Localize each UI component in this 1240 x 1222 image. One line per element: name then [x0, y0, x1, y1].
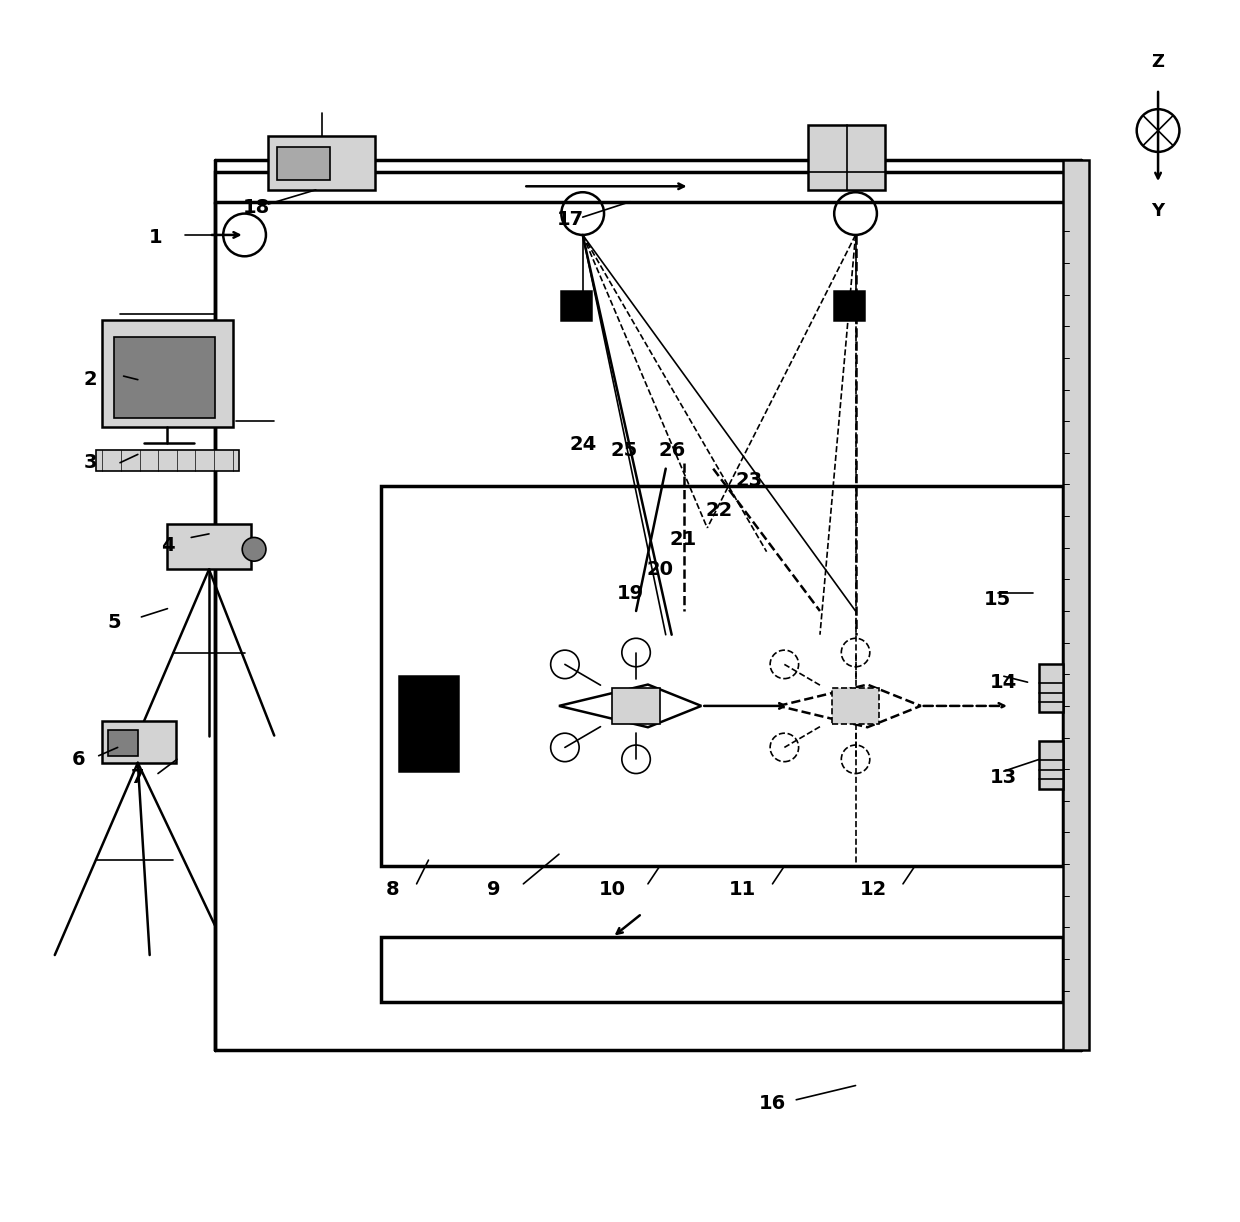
Text: 3: 3 [83, 453, 97, 472]
Text: 26: 26 [658, 441, 686, 461]
Bar [114, 337, 215, 418]
Text: 11: 11 [729, 880, 756, 899]
Bar [1039, 665, 1063, 712]
Bar [277, 147, 330, 181]
Text: 19: 19 [616, 584, 644, 602]
Text: 20: 20 [646, 560, 673, 579]
Text: 7: 7 [131, 767, 145, 787]
Text: 17: 17 [557, 210, 584, 229]
Polygon shape [779, 684, 921, 727]
Text: 10: 10 [599, 880, 626, 899]
Text: 18: 18 [243, 198, 270, 218]
Text: 22: 22 [706, 501, 733, 519]
Bar [108, 730, 138, 755]
Text: 2: 2 [83, 370, 97, 389]
Text: 15: 15 [985, 590, 1012, 609]
Bar [562, 291, 591, 320]
Bar [1063, 160, 1089, 1050]
Bar [1039, 742, 1063, 789]
Text: 12: 12 [859, 880, 887, 899]
Bar [399, 676, 458, 771]
Bar [613, 688, 660, 723]
Text: 4: 4 [161, 536, 175, 555]
Text: Y: Y [1152, 202, 1164, 220]
Text: 23: 23 [735, 470, 763, 490]
Bar [835, 291, 864, 320]
Bar [102, 721, 176, 763]
Text: 1: 1 [149, 227, 162, 247]
Bar [102, 320, 233, 428]
Text: 8: 8 [386, 880, 399, 899]
Text: 14: 14 [991, 672, 1018, 692]
Text: 21: 21 [670, 530, 697, 550]
Text: 5: 5 [108, 613, 122, 632]
Bar [832, 688, 879, 723]
Text: 9: 9 [487, 880, 501, 899]
Bar [268, 137, 374, 189]
Text: 16: 16 [759, 1094, 786, 1113]
Bar [808, 125, 885, 189]
Bar [167, 524, 250, 569]
Bar [97, 450, 238, 470]
Text: 24: 24 [569, 435, 596, 455]
Text: 6: 6 [72, 750, 86, 769]
Text: Z: Z [1152, 54, 1164, 71]
Bar [215, 172, 1081, 202]
Polygon shape [559, 684, 702, 727]
Circle shape [242, 538, 265, 561]
Text: 13: 13 [991, 767, 1017, 787]
Text: 25: 25 [610, 441, 637, 461]
Bar [381, 937, 1063, 1002]
Bar [381, 486, 1063, 866]
